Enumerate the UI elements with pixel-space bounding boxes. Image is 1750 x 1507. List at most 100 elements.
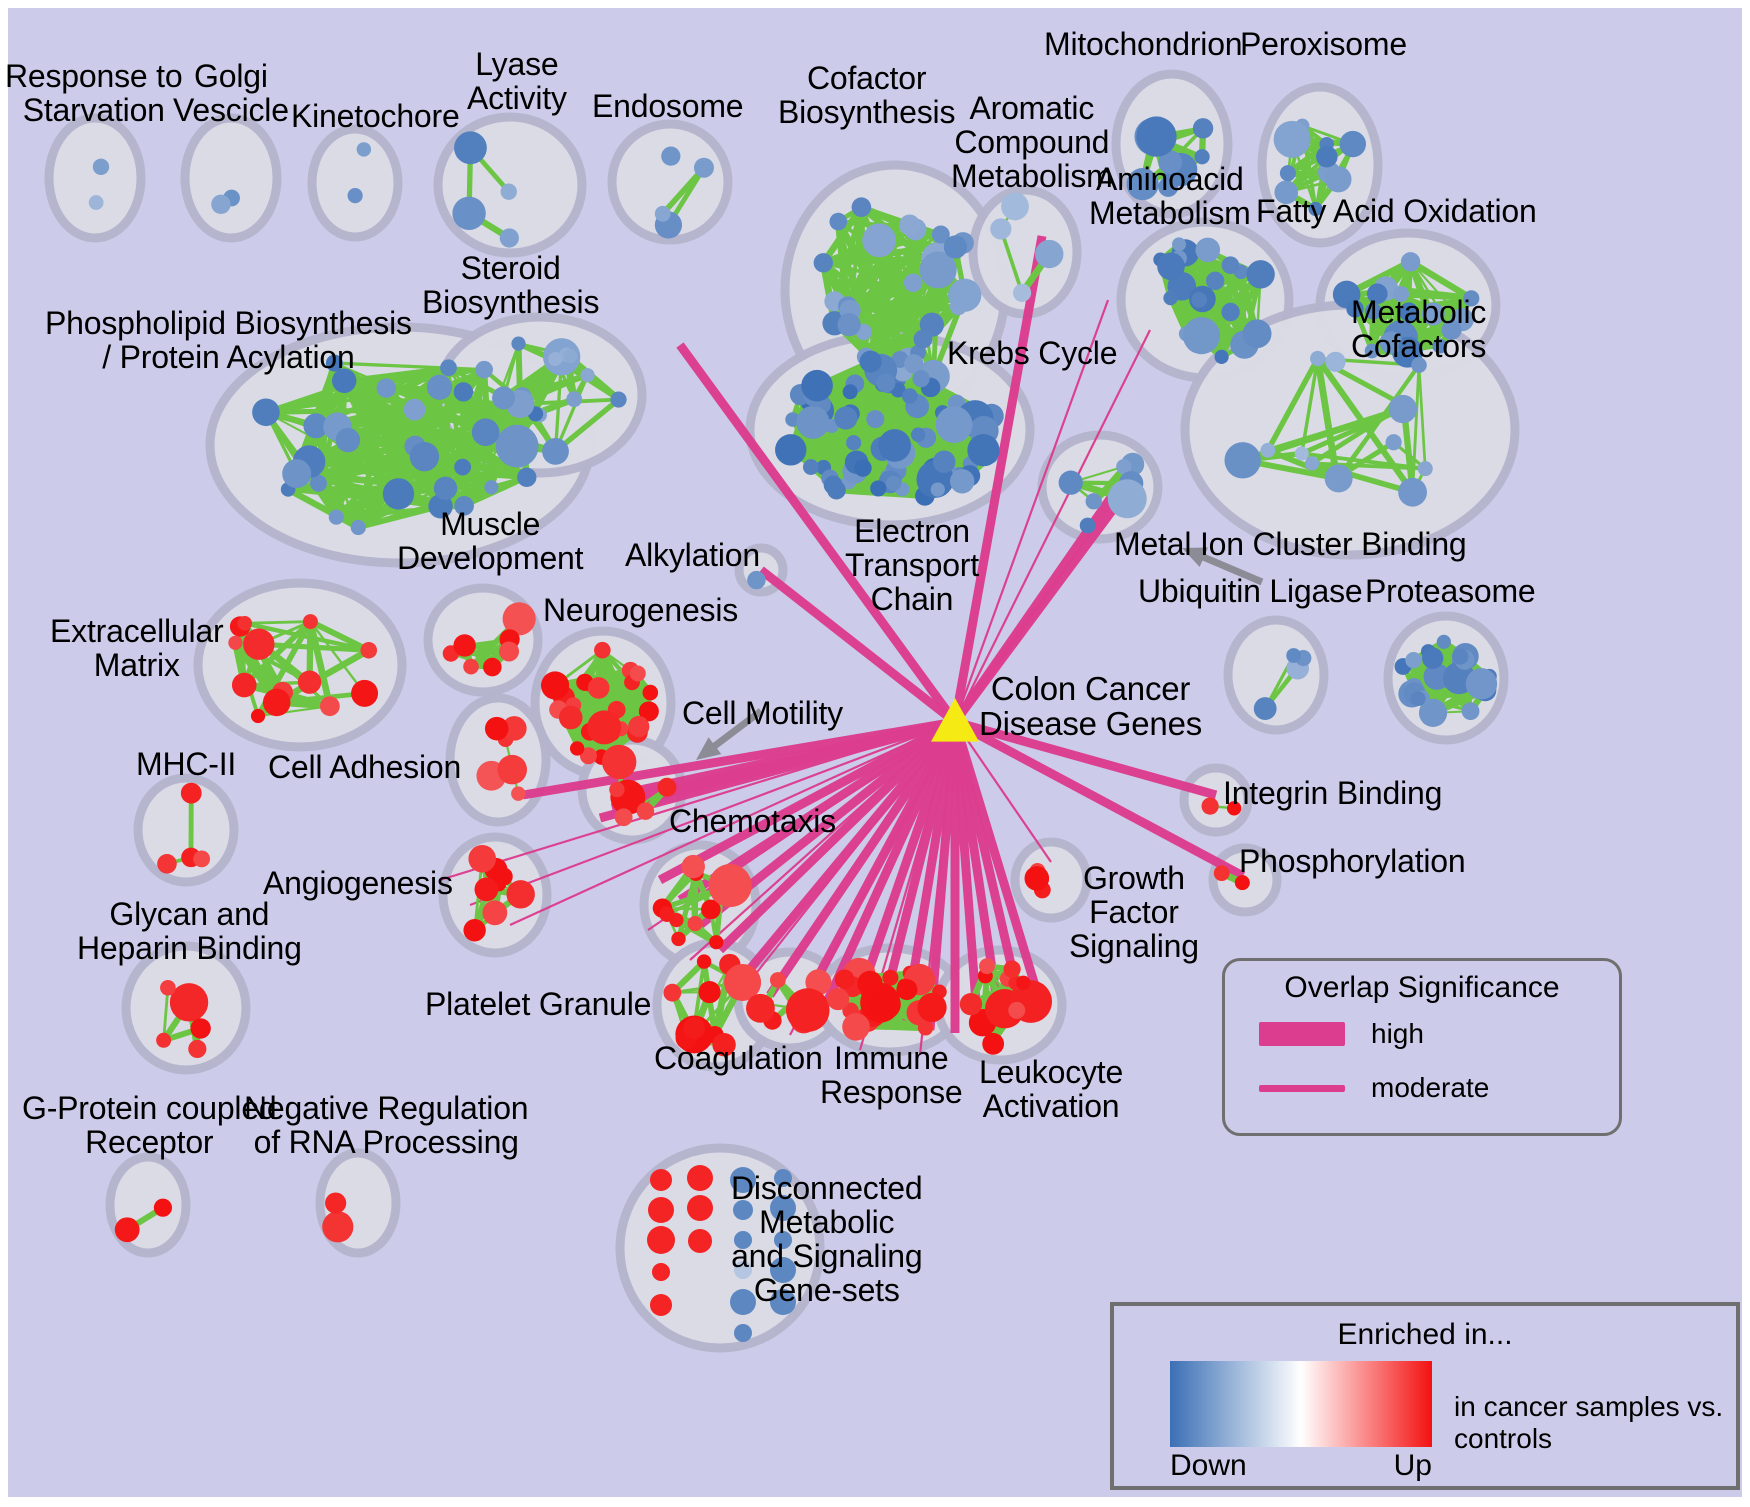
gene-set-node[interactable] — [347, 188, 363, 204]
gene-set-node[interactable] — [1001, 192, 1029, 221]
gene-set-node[interactable] — [1194, 149, 1210, 165]
hub-link-high[interactable] — [716, 718, 959, 954]
gene-set-node[interactable] — [1201, 797, 1219, 815]
gene-set-node[interactable] — [1388, 394, 1418, 424]
gene-set-node[interactable] — [1024, 866, 1050, 891]
gene-set-node[interactable] — [1421, 647, 1444, 669]
gene-set-node[interactable] — [1253, 697, 1277, 720]
gene-set-node[interactable] — [1136, 116, 1177, 157]
gene-set-node[interactable] — [663, 983, 682, 1002]
gene-set-node[interactable] — [1158, 150, 1183, 175]
gene-set-node[interactable] — [452, 196, 486, 230]
gene-set-node[interactable] — [297, 670, 322, 694]
gene-set-node[interactable] — [943, 235, 968, 259]
hub-link-moderate[interactable] — [439, 720, 956, 882]
gene-set-node[interactable] — [904, 354, 924, 374]
gene-set-node[interactable] — [724, 963, 762, 1001]
gene-set-node[interactable] — [687, 915, 703, 932]
gene-set-node[interactable] — [629, 665, 646, 682]
gene-set-node[interactable] — [1304, 456, 1320, 471]
gene-set-node[interactable] — [1079, 517, 1096, 534]
gene-set-node[interactable] — [440, 359, 457, 377]
gene-set-node[interactable] — [769, 972, 786, 988]
gene-set-node[interactable] — [1205, 271, 1225, 291]
gene-set-node[interactable] — [1116, 458, 1132, 475]
gene-set-node[interactable] — [188, 1039, 207, 1059]
gene-set-node[interactable] — [482, 900, 508, 926]
gene-set-node[interactable] — [1163, 290, 1178, 306]
gene-set-node[interactable] — [693, 157, 714, 178]
gene-set-node[interactable] — [1012, 283, 1032, 302]
disconnected-dot[interactable] — [730, 1167, 756, 1193]
gene-set-node[interactable] — [903, 273, 923, 293]
gene-set-node[interactable] — [628, 715, 650, 738]
gene-set-node[interactable] — [325, 354, 343, 372]
gene-set-node[interactable] — [1452, 648, 1469, 665]
disconnected-dot[interactable] — [734, 1324, 752, 1342]
disconnected-dot[interactable] — [650, 1169, 672, 1191]
gene-set-node[interactable] — [876, 373, 896, 393]
disconnected-dot[interactable] — [774, 1231, 792, 1249]
hub-link-high[interactable] — [953, 717, 1218, 800]
gene-set-node[interactable] — [1274, 180, 1299, 205]
gene-set-node[interactable] — [1107, 479, 1147, 519]
gene-set-node[interactable] — [153, 1198, 173, 1217]
hub-link-high[interactable] — [951, 497, 1124, 725]
gene-set-node[interactable] — [190, 1018, 211, 1039]
gene-set-node[interactable] — [1398, 477, 1427, 507]
gene-set-node[interactable] — [1224, 442, 1261, 479]
gene-set-node[interactable] — [428, 494, 453, 519]
disconnected-dot[interactable] — [770, 1289, 796, 1315]
gene-set-node[interactable] — [506, 880, 535, 909]
gene-set-node[interactable] — [636, 802, 655, 820]
gene-set-node[interactable] — [1463, 290, 1480, 307]
gene-set-node[interactable] — [495, 424, 539, 468]
gene-set-node[interactable] — [681, 854, 705, 879]
gene-set-node[interactable] — [979, 958, 995, 975]
gene-set-node[interactable] — [1325, 351, 1346, 372]
gene-set-node[interactable] — [912, 370, 930, 388]
hub-link-moderate[interactable] — [954, 721, 1052, 863]
gene-set-node[interactable] — [502, 602, 536, 636]
hub-link-moderate[interactable] — [469, 720, 956, 907]
gene-set-node[interactable] — [851, 197, 872, 218]
hub-link-high[interactable] — [741, 719, 959, 978]
gene-set-node[interactable] — [661, 146, 681, 166]
gene-set-node[interactable] — [454, 496, 474, 516]
gene-set-node[interactable] — [982, 1032, 1005, 1055]
gene-set-node[interactable] — [580, 368, 595, 383]
gene-set-node[interactable] — [433, 476, 458, 500]
gene-set-node[interactable] — [1226, 801, 1242, 816]
gene-set-node[interactable] — [1085, 493, 1102, 510]
gene-set-node[interactable] — [638, 701, 659, 722]
gene-set-node[interactable] — [709, 935, 724, 950]
disconnected-dot[interactable] — [688, 1229, 712, 1253]
gene-set-node[interactable] — [409, 441, 440, 472]
gene-set-node[interactable] — [866, 410, 885, 429]
gene-set-node[interactable] — [426, 374, 453, 400]
gene-set-node[interactable] — [511, 336, 526, 351]
gene-set-node[interactable] — [328, 509, 344, 525]
gene-set-node[interactable] — [826, 987, 850, 1011]
gene-set-node[interactable] — [302, 614, 318, 630]
gene-set-node[interactable] — [511, 786, 526, 801]
gene-set-node[interactable] — [834, 406, 858, 430]
gene-set-node[interactable] — [882, 969, 899, 986]
gene-set-node[interactable] — [654, 205, 671, 222]
gene-set-node[interactable] — [453, 634, 476, 657]
gene-set-node[interactable] — [492, 386, 516, 410]
gene-set-node[interactable] — [262, 688, 291, 717]
gene-set-node[interactable] — [785, 412, 800, 427]
gene-set-node[interactable] — [325, 1192, 347, 1214]
gene-set-node[interactable] — [180, 782, 202, 804]
gene-set-node[interactable] — [517, 467, 537, 488]
gene-set-node[interactable] — [885, 475, 902, 492]
gene-set-node[interactable] — [1399, 302, 1419, 322]
gene-set-node[interactable] — [671, 931, 686, 947]
gene-set-node[interactable] — [609, 781, 625, 798]
gene-set-node[interactable] — [842, 1013, 870, 1041]
gene-set-node[interactable] — [1221, 256, 1240, 275]
gene-set-node[interactable] — [1421, 302, 1445, 326]
disconnected-dot[interactable] — [733, 1200, 753, 1220]
gene-set-node[interactable] — [948, 278, 982, 312]
